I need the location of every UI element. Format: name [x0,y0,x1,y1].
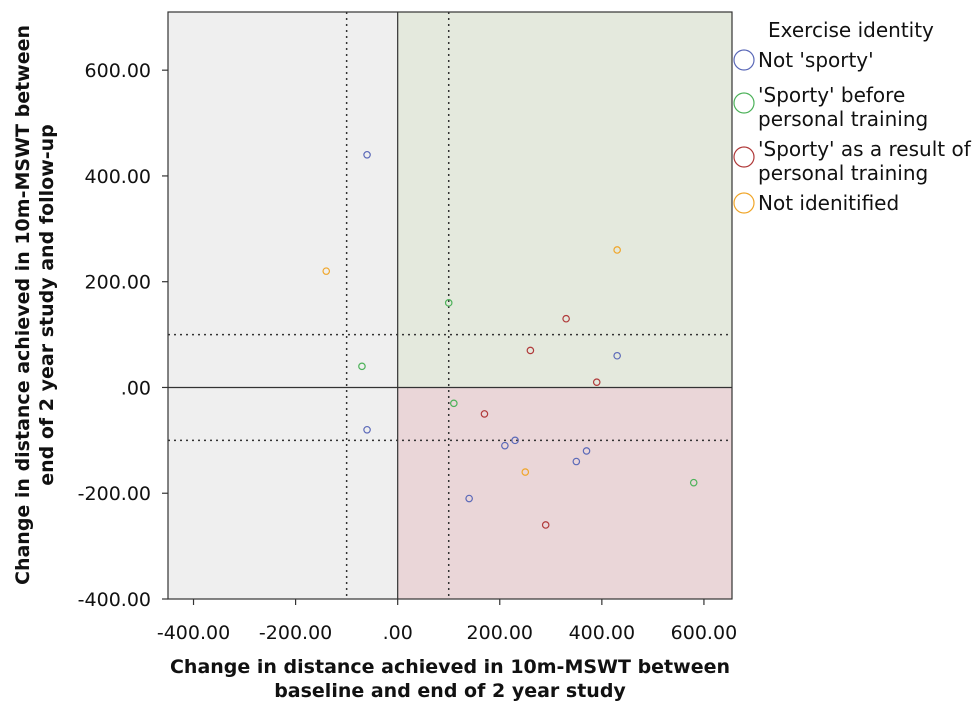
legend-label-line: personal training [758,107,928,131]
data-point [358,362,366,371]
y-axis-title-line: end of 2 year study and follow-up [36,124,58,486]
y-tick-label: 600.00 [85,60,151,82]
y-tick-label: 400.00 [85,166,151,188]
x-axis-title-line: Change in distance achieved in 10m-MSWT … [170,656,730,678]
data-point [562,314,570,323]
x-axis-title: Change in distance achieved in 10m-MSWT … [170,656,730,702]
x-tick-label: -400.00 [157,622,230,644]
legend-label: 'Sporty' before personal training [758,83,928,131]
data-points [322,150,698,529]
data-point [363,425,371,434]
x-tick-label: 200.00 [467,622,533,644]
data-point [465,494,473,503]
legend-title: Exercise identity [768,18,934,42]
data-point [450,399,458,408]
legend-label-line: 'Sporty' as a result of [758,137,972,161]
legend-marker [733,192,755,214]
y-tick-label: 200.00 [85,272,151,294]
reference-lines [168,12,732,599]
data-point [541,521,550,529]
region-lower-right [397,387,732,599]
data-point [582,447,591,455]
legend-label-line: Not 'sporty' [758,48,874,72]
x-tick-label: 400.00 [569,622,635,644]
y-tick-label: -200.00 [78,483,151,505]
data-point [480,410,489,418]
x-tick-label: 600.00 [671,622,737,644]
legend-label: Not 'sporty' [758,48,874,72]
data-point [526,346,535,355]
region-upper-right [397,12,732,388]
tick-labels: -400.00 -200.00 .00 200.00 400.00 600.00 600.0… [78,60,738,644]
legend-marker [733,146,755,168]
legend-label-line: personal training [758,161,928,185]
axes [167,11,733,600]
data-point [613,351,621,360]
x-axis-title-line: baseline and end of 2 year study [274,680,626,702]
region-left [168,12,398,599]
legend-marker [733,92,755,114]
legend-label: Not idenitified [758,191,899,215]
y-axis-title-line: Change in distance achieved in 10m-MSWT … [12,25,34,585]
y-tick-label: .00 [121,377,151,399]
legend: Exercise identity Not 'sporty' 'Sporty' b… [733,18,972,215]
legend-label-line: 'Sporty' before [758,83,905,107]
data-point [501,441,509,450]
legend-marker [733,49,755,71]
quadrant-regions [168,12,732,599]
data-point [613,246,621,254]
data-point [363,150,371,159]
legend-label: 'Sporty' as a result of personal training [758,137,972,185]
data-point [689,478,698,487]
data-point [521,468,530,476]
y-tick-label: -400.00 [78,589,151,611]
data-point [511,436,519,445]
data-point [322,267,331,275]
data-point [592,378,601,386]
x-tick-label: .00 [383,622,413,644]
data-point [572,457,581,466]
data-point [444,299,453,307]
plot-frame [167,11,733,600]
y-axis-title: Change in distance achieved in 10m-MSWT … [12,25,58,585]
x-tick-label: -200.00 [259,622,332,644]
legend-label-line: Not idenitified [758,191,899,215]
